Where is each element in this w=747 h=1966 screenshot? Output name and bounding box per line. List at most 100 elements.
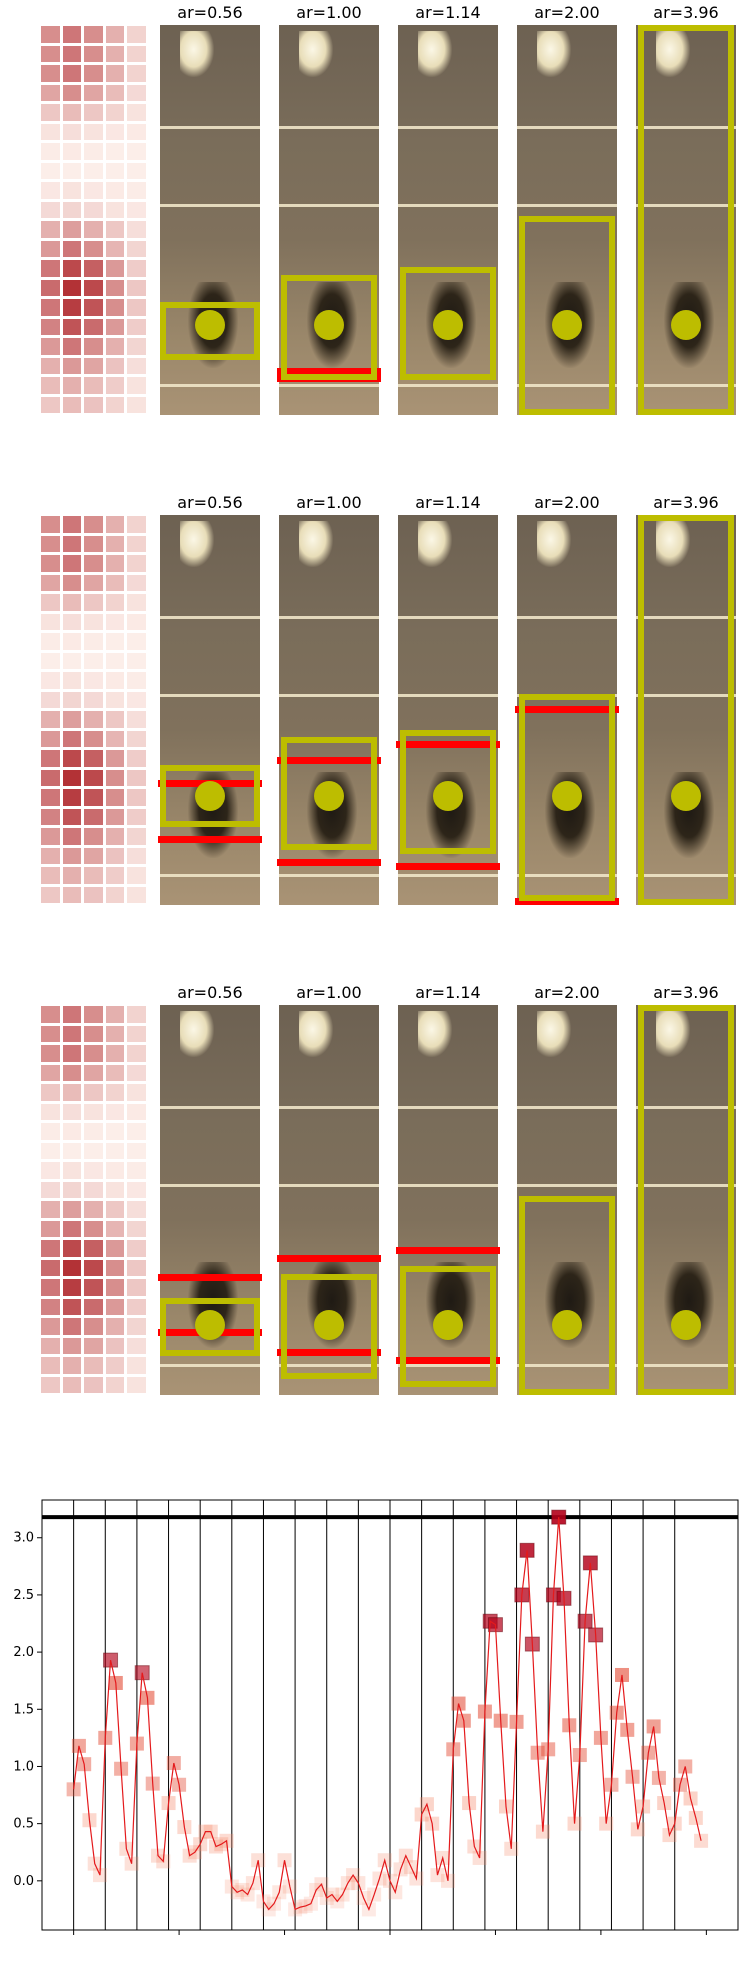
heatmap-cell bbox=[84, 691, 103, 708]
heatmap-cell bbox=[84, 535, 103, 552]
court-line bbox=[398, 1106, 498, 1110]
court-line bbox=[398, 1363, 498, 1367]
red-box bbox=[396, 741, 500, 870]
center-dot bbox=[552, 1309, 582, 1340]
heatmap-cell bbox=[41, 516, 60, 533]
heatmap-cell bbox=[84, 1376, 103, 1393]
heatmap-cell bbox=[62, 672, 82, 689]
heatmap-cell bbox=[84, 867, 103, 884]
aspect-ratio-caption: ar=3.96 bbox=[653, 493, 719, 512]
heatmap-cell bbox=[62, 1298, 82, 1315]
heatmap-cell bbox=[127, 1025, 146, 1042]
heatmap-cell bbox=[41, 1103, 60, 1120]
court-line bbox=[517, 1363, 617, 1367]
heatmap-cell bbox=[62, 65, 82, 82]
heatmap-cell bbox=[127, 1318, 146, 1335]
heatmap-cell bbox=[105, 1181, 125, 1198]
heatmap-cell bbox=[127, 711, 146, 728]
heatmap-cell bbox=[41, 1045, 60, 1062]
photo-thumbnail bbox=[398, 25, 498, 415]
heatmap-cell bbox=[41, 1006, 60, 1023]
heatmap-cell bbox=[62, 828, 82, 845]
court-line bbox=[279, 1363, 379, 1367]
image-panel: ar=0.56 ar=1.00 ar=1.14 ar=2.00 ar=3.96 bbox=[0, 490, 747, 910]
score-heatmap bbox=[40, 1005, 148, 1395]
heatmap-cell bbox=[41, 182, 60, 199]
player-top bbox=[418, 521, 452, 567]
heatmap-cell bbox=[41, 1298, 60, 1315]
heatmap-cell bbox=[127, 1337, 146, 1354]
heatmap-cell bbox=[105, 769, 125, 786]
heatmap-cell bbox=[105, 162, 125, 179]
heatmap-cell bbox=[127, 1357, 146, 1374]
heatmap-cell bbox=[127, 240, 146, 257]
court-line bbox=[160, 383, 260, 387]
heatmap-cell bbox=[84, 652, 103, 669]
heatmap-cell bbox=[127, 1279, 146, 1296]
heatmap-cell bbox=[127, 789, 146, 806]
yellow-box bbox=[400, 266, 496, 380]
court-line bbox=[279, 126, 379, 130]
court-line bbox=[636, 873, 736, 877]
court-line bbox=[636, 126, 736, 130]
heatmap-cell bbox=[84, 555, 103, 572]
court-line bbox=[398, 204, 498, 208]
court-line bbox=[160, 1363, 260, 1367]
center-dot bbox=[671, 310, 701, 341]
heatmap-cell bbox=[84, 1240, 103, 1257]
heatmap-cell bbox=[84, 594, 103, 611]
y-tick-label: 2.5 bbox=[13, 1588, 34, 1603]
center-dot bbox=[671, 780, 701, 811]
heatmap-cell bbox=[41, 299, 60, 316]
court-line bbox=[517, 873, 617, 877]
image-panel: ar=0.56 ar=1.00 ar=1.14 ar=2.00 ar=3.96 bbox=[0, 980, 747, 1400]
heatmap-cell bbox=[62, 847, 82, 864]
heatmap-cell bbox=[84, 65, 103, 82]
yellow-box bbox=[400, 1266, 496, 1388]
court-line bbox=[160, 873, 260, 877]
heatmap-cell bbox=[105, 1357, 125, 1374]
heatmap-cell bbox=[62, 516, 82, 533]
heatmap-cell bbox=[105, 691, 125, 708]
heatmap-cell bbox=[84, 1103, 103, 1120]
center-dot bbox=[314, 310, 344, 341]
heatmap-cell bbox=[127, 1045, 146, 1062]
yellow-box bbox=[638, 1005, 734, 1395]
heatmap-cell bbox=[84, 1337, 103, 1354]
heatmap-cell bbox=[62, 240, 82, 257]
heatmap-cell bbox=[127, 1123, 146, 1140]
player-top bbox=[299, 1011, 333, 1057]
heatmap-cell bbox=[62, 1064, 82, 1081]
heatmap-cell bbox=[84, 1201, 103, 1218]
heatmap-cell bbox=[127, 867, 146, 884]
heatmap-cell bbox=[84, 1064, 103, 1081]
heatmap-cell bbox=[84, 396, 103, 413]
heatmap-cell bbox=[62, 1240, 82, 1257]
heatmap-cell bbox=[41, 260, 60, 277]
heatmap-cell bbox=[105, 84, 125, 101]
heatmap-cell bbox=[41, 1162, 60, 1179]
yellow-box bbox=[400, 729, 496, 855]
heatmap-cell bbox=[105, 574, 125, 591]
y-tick-label: 1.0 bbox=[13, 1759, 34, 1774]
court-line bbox=[517, 126, 617, 130]
heatmap-cell bbox=[84, 730, 103, 747]
center-dot bbox=[195, 780, 225, 811]
court-line bbox=[279, 694, 379, 698]
heatmap-cell bbox=[105, 1064, 125, 1081]
heatmap-cell bbox=[62, 633, 82, 650]
heatmap-cell bbox=[127, 84, 146, 101]
heatmap-cell bbox=[105, 1201, 125, 1218]
court-line bbox=[517, 383, 617, 387]
y-tick-label: 2.0 bbox=[13, 1645, 34, 1660]
heatmap-cell bbox=[62, 45, 82, 62]
heatmap-cell bbox=[62, 555, 82, 572]
heatmap-cell bbox=[84, 338, 103, 355]
heatmap-cell bbox=[84, 299, 103, 316]
heatmap-cell bbox=[84, 1279, 103, 1296]
heatmap-cell bbox=[84, 633, 103, 650]
court-line bbox=[279, 1184, 379, 1188]
heatmap-cell bbox=[127, 143, 146, 160]
heatmap-cell bbox=[105, 828, 125, 845]
heatmap-cell bbox=[62, 279, 82, 296]
